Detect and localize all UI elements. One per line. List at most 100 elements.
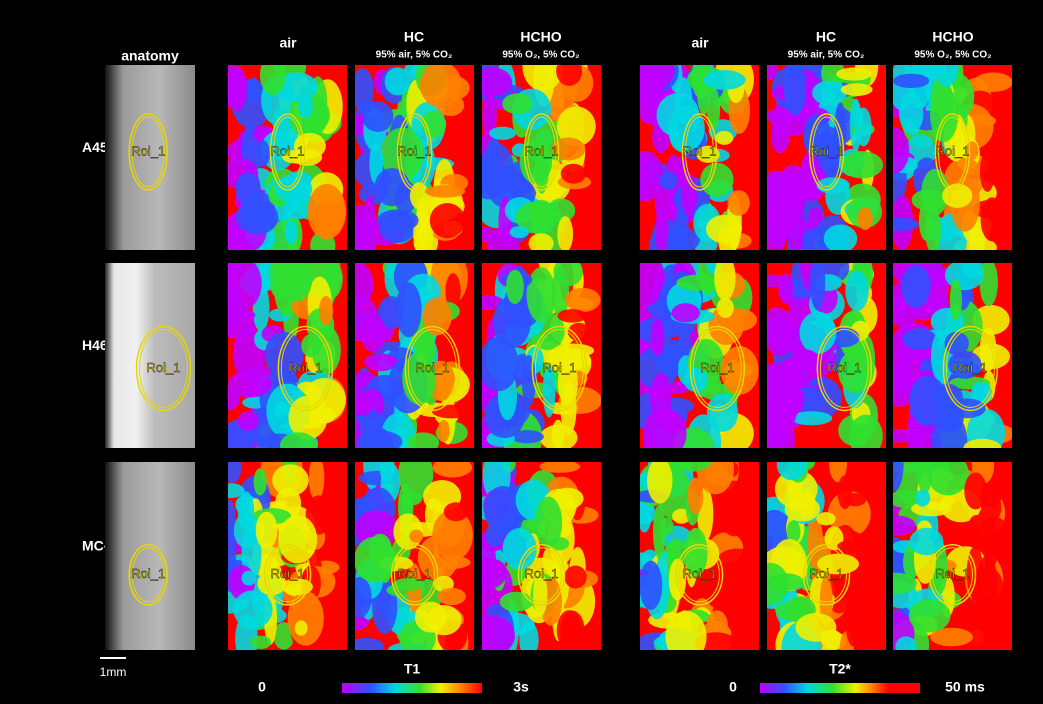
map-blob bbox=[772, 106, 785, 138]
map-blob bbox=[556, 56, 582, 85]
map-blob bbox=[256, 140, 270, 166]
map-blob bbox=[254, 468, 267, 495]
map-blob bbox=[214, 237, 252, 259]
roi-label: Roi_1 bbox=[147, 360, 181, 375]
map-blob bbox=[235, 173, 260, 206]
map-blob bbox=[237, 411, 258, 430]
map-blob bbox=[228, 370, 272, 397]
map-blob bbox=[676, 275, 719, 291]
roi-label: Roi_1 bbox=[525, 566, 559, 581]
map-blob bbox=[901, 265, 931, 308]
roi-label: Roi_1 bbox=[542, 360, 576, 375]
map-blob bbox=[473, 616, 515, 655]
map-blob bbox=[528, 233, 553, 253]
map-blob bbox=[779, 274, 793, 304]
map-blob bbox=[707, 393, 738, 432]
map-blob bbox=[841, 151, 883, 178]
map-blob bbox=[883, 370, 904, 395]
map-blob bbox=[433, 457, 472, 477]
map-blob bbox=[665, 611, 706, 662]
map-blob bbox=[714, 255, 735, 301]
colorbar-max: 50 ms bbox=[945, 679, 985, 695]
map-blob bbox=[407, 432, 440, 453]
parameter-map: Roi_1 bbox=[214, 248, 347, 469]
map-blob bbox=[502, 93, 532, 114]
map-blob bbox=[795, 613, 836, 642]
roi-label: Roi_1 bbox=[700, 360, 734, 375]
colorbar-title: T2* bbox=[829, 661, 851, 677]
parameter-map: Roi_1 bbox=[210, 53, 347, 269]
parameter-map: Roi_1 bbox=[626, 40, 759, 260]
colorbar-title: T1 bbox=[404, 661, 421, 677]
map-blob bbox=[573, 218, 587, 266]
map-blob bbox=[624, 252, 665, 306]
map-blob bbox=[531, 200, 552, 217]
map-blob bbox=[430, 203, 465, 238]
column-header: anatomy bbox=[121, 48, 179, 64]
map-blob bbox=[909, 599, 951, 632]
column-subtitle: 95% air, 5% CO₂ bbox=[788, 50, 865, 61]
map-blob bbox=[980, 259, 998, 306]
map-blob bbox=[647, 458, 672, 504]
map-blob bbox=[882, 218, 919, 231]
map-blob bbox=[784, 61, 806, 116]
parameter-map: Roi_1 bbox=[875, 48, 1013, 265]
map-blob bbox=[309, 456, 325, 501]
parameter-map: Roi_1 bbox=[469, 42, 601, 266]
map-blob bbox=[727, 190, 749, 216]
map-blob bbox=[681, 173, 697, 216]
map-blob bbox=[659, 518, 674, 535]
map-blob bbox=[527, 267, 556, 322]
column-header: air bbox=[279, 35, 297, 51]
column-header: HC bbox=[816, 29, 836, 45]
parameter-map: Roi_1 bbox=[622, 443, 759, 671]
map-blob bbox=[278, 515, 317, 563]
map-blob bbox=[717, 298, 734, 318]
map-blob bbox=[651, 319, 665, 357]
map-blob bbox=[849, 415, 883, 457]
map-blob bbox=[700, 163, 733, 197]
roi-label: Roi_1 bbox=[936, 143, 970, 158]
parameter-map: Roi_1 bbox=[471, 249, 602, 471]
column-header: HCHO bbox=[932, 29, 973, 45]
map-blob bbox=[438, 420, 450, 442]
map-blob bbox=[295, 621, 308, 636]
column-header: HCHO bbox=[520, 29, 561, 45]
map-blob bbox=[285, 221, 298, 244]
map-blob bbox=[444, 502, 469, 521]
map-blob bbox=[893, 74, 929, 88]
map-blob bbox=[912, 189, 947, 211]
parameter-map: Roi_1 bbox=[753, 444, 886, 674]
anatomy-image: Roi_1 bbox=[105, 462, 195, 650]
map-blob bbox=[540, 460, 580, 472]
parameter-map: Roi_1 bbox=[341, 437, 474, 666]
map-blob bbox=[964, 472, 986, 509]
roi-label: Roi_1 bbox=[288, 360, 322, 375]
map-blob bbox=[718, 549, 758, 568]
map-blob bbox=[688, 478, 704, 515]
map-blob bbox=[223, 448, 242, 483]
figure: anatomy 1mm airHC95% air, 5% CO₂HCHO95% … bbox=[0, 0, 1043, 704]
map-blob bbox=[639, 561, 662, 610]
map-blob bbox=[915, 489, 930, 506]
map-blob bbox=[816, 512, 835, 525]
map-blob bbox=[777, 449, 807, 481]
map-blob bbox=[233, 590, 272, 628]
map-blob bbox=[210, 65, 248, 103]
anatomy-image: Roi_1 bbox=[105, 65, 195, 250]
map-blob bbox=[630, 71, 664, 100]
map-blob bbox=[260, 55, 286, 95]
map-blob bbox=[812, 81, 847, 105]
roi-label: Roi_1 bbox=[131, 143, 165, 158]
scale-label: 1mm bbox=[100, 665, 127, 679]
map-blob bbox=[222, 257, 262, 310]
map-blob bbox=[794, 349, 819, 371]
roi-label: Roi_1 bbox=[953, 360, 987, 375]
map-blob bbox=[315, 200, 339, 222]
map-blob bbox=[558, 309, 587, 323]
map-blob bbox=[969, 515, 986, 536]
map-blob bbox=[858, 207, 873, 230]
map-blob bbox=[288, 591, 324, 645]
map-blob bbox=[352, 68, 373, 112]
map-blob bbox=[671, 303, 699, 322]
